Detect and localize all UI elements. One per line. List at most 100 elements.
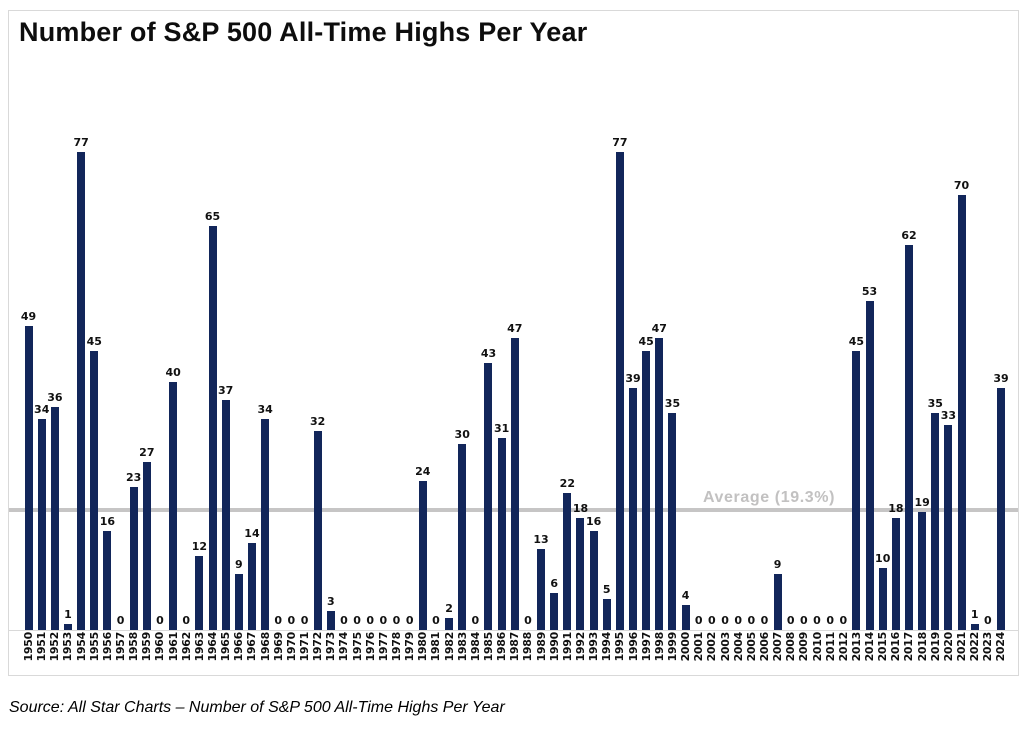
x-tick: 1983	[456, 632, 469, 673]
bar-column: 0	[810, 152, 823, 630]
bar-column: 18	[573, 152, 588, 630]
bar-column: 40	[165, 152, 181, 630]
x-tick-label: 1974	[337, 632, 351, 662]
bar-value-label: 0	[116, 614, 125, 627]
bar	[655, 338, 664, 630]
x-tick: 1961	[167, 632, 180, 673]
x-tick-label: 2006	[757, 632, 771, 662]
bar-column: 32	[310, 152, 326, 630]
bar	[852, 351, 861, 630]
x-tick-label: 2004	[731, 632, 745, 662]
x-tick: 1973	[324, 632, 337, 673]
x-tick: 2006	[758, 632, 771, 673]
bar	[615, 152, 624, 630]
bar-column: 39	[993, 152, 1009, 630]
bar-column: 0	[180, 152, 193, 630]
bar-column: 39	[625, 152, 641, 630]
x-tick: 2015	[876, 632, 889, 673]
x-tick: 1971	[298, 632, 311, 673]
x-tick: 2009	[797, 632, 810, 673]
chart-title: Number of S&P 500 All-Time Highs Per Yea…	[19, 17, 588, 47]
x-tick-label: 1980	[416, 632, 430, 662]
x-tick: 1952	[48, 632, 61, 673]
bar-column: 0	[758, 152, 771, 630]
x-tick: 2011	[824, 632, 837, 673]
bar	[63, 624, 72, 630]
x-tick: 1967	[245, 632, 258, 673]
bar	[129, 487, 138, 630]
bar-value-label: 31	[493, 422, 510, 435]
bar-value-label: 0	[734, 614, 742, 627]
x-axis-line	[9, 630, 1018, 631]
bar-value-label: 23	[126, 471, 142, 484]
x-tick-label: 1952	[48, 632, 62, 662]
bar-value-label: 16	[99, 515, 116, 528]
bar-column: 27	[139, 152, 154, 630]
x-tick: 1959	[140, 632, 153, 673]
x-tick: 2024	[994, 632, 1007, 673]
bar-value-label: 0	[800, 614, 808, 627]
bar-column: 1	[61, 152, 74, 630]
bar-value-label: 65	[204, 210, 221, 223]
bar-value-label: 35	[664, 397, 681, 410]
x-tick-label: 1958	[127, 632, 141, 662]
bar	[50, 407, 59, 630]
x-tick: 1963	[193, 632, 206, 673]
bar-value-label: 0	[471, 614, 480, 627]
bar-column: 9	[232, 152, 245, 630]
bar-value-label: 1	[64, 608, 72, 621]
x-tick-label: 2018	[915, 632, 929, 662]
x-tick: 1999	[666, 632, 679, 673]
x-tick: 2019	[929, 632, 942, 673]
bar	[865, 301, 874, 630]
bar-column: 0	[732, 152, 745, 630]
x-tick-label: 1994	[600, 632, 614, 662]
x-tick: 1954	[75, 632, 88, 673]
bar	[458, 444, 467, 630]
bar-column: 0	[351, 152, 364, 630]
bar-value-label: 77	[612, 136, 628, 149]
bar-column: 0	[153, 152, 166, 630]
bar	[668, 413, 677, 630]
bar-column: 70	[953, 152, 970, 630]
x-tick-label: 2014	[863, 632, 877, 662]
x-tick: 1968	[259, 632, 272, 673]
x-tick: 1994	[600, 632, 613, 673]
x-tick-label: 1960	[153, 632, 167, 662]
bar-value-label: 0	[708, 614, 716, 627]
bar-column: 34	[34, 152, 50, 630]
x-tick-label: 1965	[219, 632, 233, 662]
bar-value-label: 1	[970, 608, 979, 621]
bar-column: 77	[73, 137, 89, 630]
bar-value-label: 14	[244, 527, 260, 540]
bar-value-label: 77	[73, 136, 89, 149]
bar-column: 62	[901, 152, 917, 630]
bar-column: 45	[87, 152, 102, 630]
bar-value-label: 3	[326, 595, 335, 608]
bar-column: 0	[718, 152, 731, 630]
x-tick: 1980	[416, 632, 429, 673]
x-tick: 2001	[692, 632, 705, 673]
bar-column: 23	[126, 152, 142, 630]
bar-value-label: 33	[940, 409, 957, 422]
bar-value-label: 32	[310, 415, 326, 428]
x-tick: 1955	[88, 632, 101, 673]
x-tick-label: 2021	[955, 632, 969, 662]
bar	[497, 438, 506, 630]
bar-value-label: 70	[953, 179, 970, 192]
bar-value-label: 34	[34, 403, 50, 416]
bar-value-label: 22	[559, 477, 575, 490]
bar-value-label: 6	[550, 577, 559, 590]
bar-value-label: 0	[694, 614, 703, 627]
bar-value-label: 47	[507, 322, 523, 335]
x-tick: 2000	[679, 632, 692, 673]
bar-column: 0	[377, 152, 390, 630]
bar-column: 10	[875, 152, 890, 630]
source-note: Source: All Star Charts – Number of S&P …	[9, 699, 505, 716]
x-tick-label: 1995	[613, 632, 627, 662]
bar-column: 0	[705, 152, 718, 630]
x-tick: 2014	[863, 632, 876, 673]
bar-value-label: 0	[405, 614, 414, 627]
x-tick-label: 2012	[836, 632, 850, 662]
bar	[602, 599, 611, 630]
